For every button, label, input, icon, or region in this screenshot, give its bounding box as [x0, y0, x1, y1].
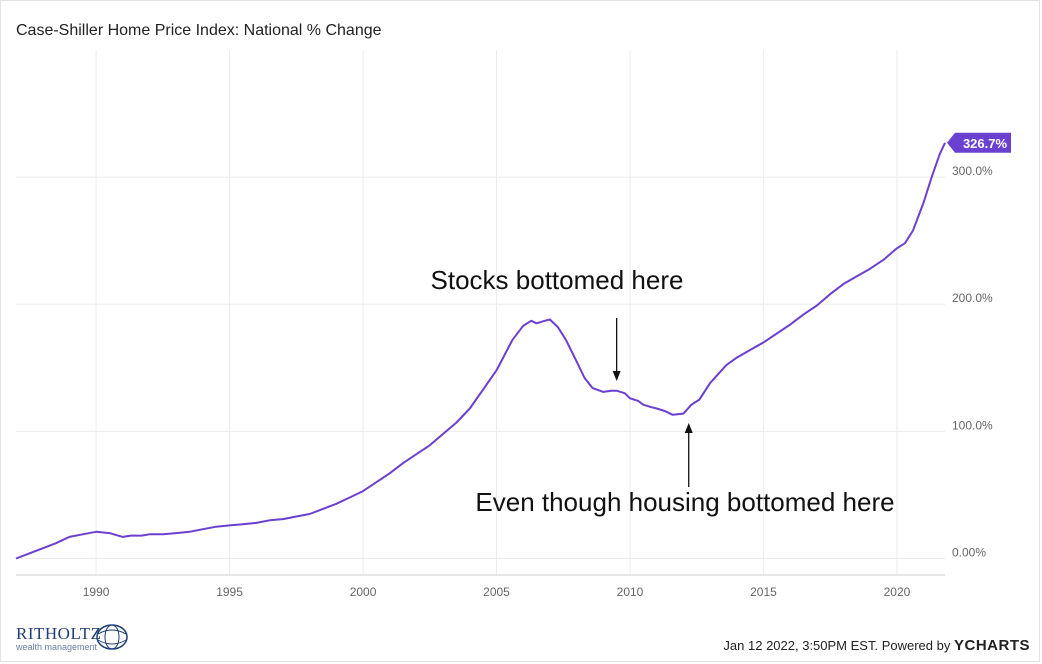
timestamp: Jan 12 2022, 3:50PM EST. [723, 638, 879, 653]
annotation-stocks: Stocks bottomed here [431, 265, 684, 295]
ycharts-brand: YCHARTS [953, 637, 1030, 654]
y-tick-label: 0.00% [952, 545, 986, 559]
x-tick-label: 1995 [216, 585, 243, 599]
chart-title: Case-Shiller Home Price Index: National … [16, 22, 382, 39]
logo-subtitle: wealth management [16, 642, 98, 652]
x-tick-label: 2005 [483, 585, 510, 599]
last-value-badge [947, 132, 1011, 153]
x-tick-label: 2020 [884, 585, 911, 599]
y-tick-label: 300.0% [952, 164, 993, 178]
globe-icon [96, 624, 128, 650]
y-tick-label: 100.0% [952, 418, 993, 432]
annotation-housing: Even though housing bottomed here [475, 487, 894, 517]
footer: Jan 12 2022, 3:50PM EST. Powered by YCHA… [723, 637, 1030, 654]
x-tick-label: 2015 [750, 585, 777, 599]
arrowhead-housing [684, 423, 693, 433]
x-tick-label: 2010 [617, 585, 644, 599]
series-line [15, 142, 946, 560]
x-tick-label: 1990 [83, 585, 110, 599]
last-value-label: 326.7% [963, 136, 1008, 151]
x-tick-label: 2000 [350, 585, 377, 599]
logo-name: RITHOLTZ [16, 624, 102, 643]
powered-by: Powered by [881, 638, 951, 653]
y-tick-label: 200.0% [952, 291, 993, 305]
arrowhead-stocks [612, 371, 621, 381]
